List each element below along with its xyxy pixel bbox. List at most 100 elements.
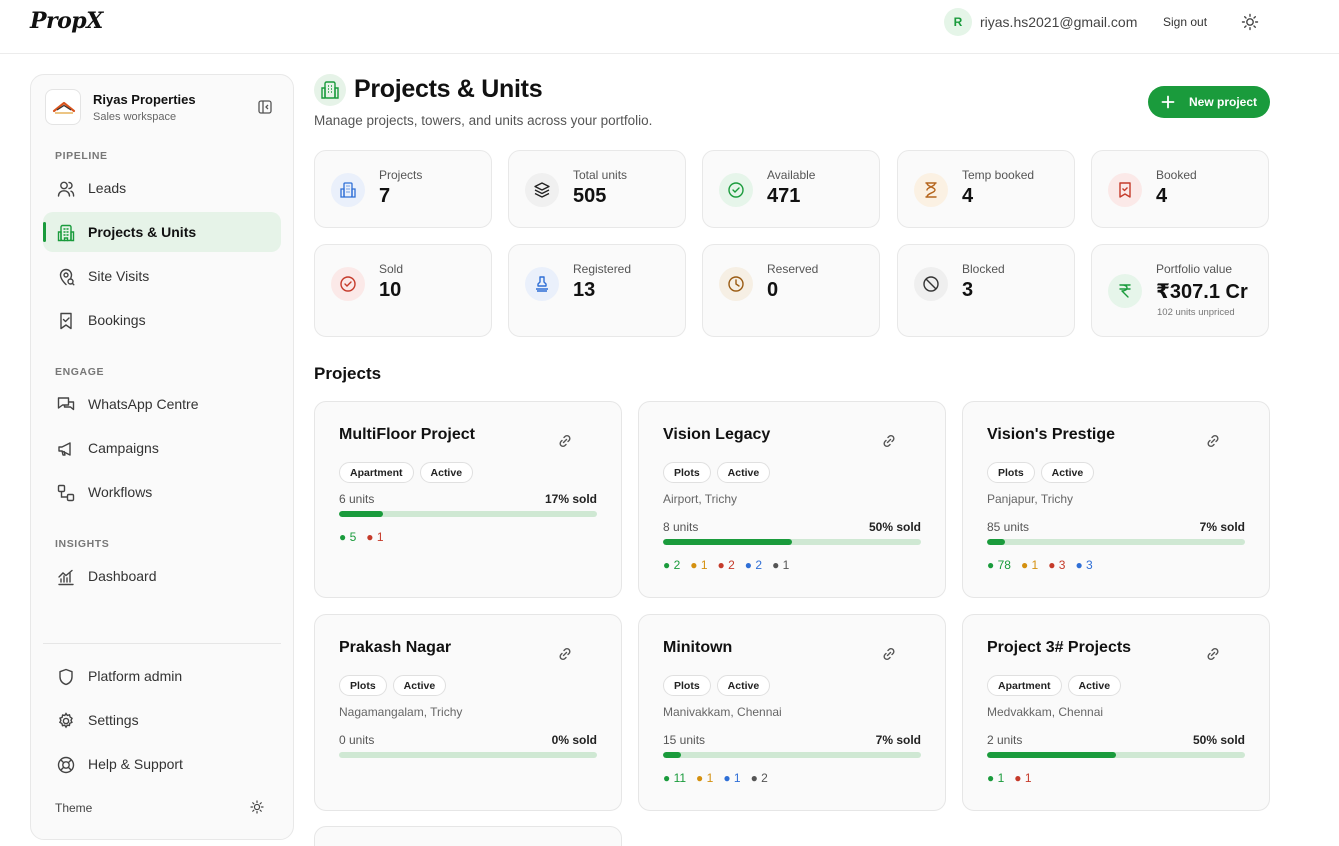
stat-value: ₹307.1 Cr: [1156, 281, 1248, 303]
project-card[interactable]: Vision Legacy Plots Active Airport, Trich…: [638, 401, 946, 598]
map-pin-icon: [59, 268, 75, 286]
check-circle-icon: [340, 276, 356, 292]
ban-icon: [923, 276, 939, 292]
section-pipeline: PIPELINE: [55, 150, 108, 162]
progress-bar: [339, 752, 597, 758]
stat-label: Reserved: [767, 262, 819, 276]
stamp-icon: [536, 276, 548, 292]
project-status-tag: Active: [716, 462, 771, 483]
stat-label: Projects: [379, 168, 423, 182]
project-units: 85 units: [987, 520, 1030, 534]
sidebar-item-label: WhatsApp Centre: [88, 396, 199, 412]
unit-status-legend: ● 11 ● 1 ● 1 ● 2: [663, 771, 778, 785]
stat-value: 471: [767, 185, 801, 207]
project-location: Panjapur, Trichy: [987, 492, 1074, 506]
check-circle-icon: [728, 182, 744, 198]
stat-value: 7: [379, 185, 391, 207]
link-icon[interactable]: [1205, 433, 1221, 449]
legend-count: ● 3: [1075, 558, 1093, 572]
unit-status-legend: ● 2 ● 1 ● 2 ● 2 ● 1: [663, 558, 799, 572]
project-card[interactable]: [314, 826, 622, 846]
sidebar-item-platform-admin[interactable]: Platform admin: [43, 656, 281, 696]
stat-icon-bg: [525, 267, 559, 301]
stat-card-total-units: Total units 505: [508, 150, 686, 228]
plus-icon: [1161, 95, 1175, 109]
user-email: riyas.hs2021@gmail.com: [980, 14, 1138, 30]
stat-label: Portfolio value: [1156, 262, 1233, 276]
user-avatar[interactable]: R: [944, 8, 972, 36]
megaphone-icon: [58, 442, 71, 456]
sidebar-item-whatsapp[interactable]: WhatsApp Centre: [43, 384, 281, 424]
workspace-name: Riyas Properties: [93, 92, 196, 107]
workspace-switcher[interactable]: Riyas Properties Sales workspace: [45, 89, 281, 127]
project-sold: 17% sold: [544, 492, 597, 506]
legend-count: ● 78: [987, 558, 1011, 572]
stat-value: 4: [1156, 185, 1168, 207]
sidebar-item-workflows[interactable]: Workflows: [43, 472, 281, 512]
project-type-tag: Apartment: [339, 462, 414, 483]
sidebar-item-label: Workflows: [88, 484, 153, 500]
project-type-tag: Plots: [663, 675, 711, 696]
legend-count: ● 1: [723, 771, 741, 785]
project-sold: 7% sold: [1199, 520, 1245, 534]
layers-icon: [534, 182, 550, 198]
stat-card-projects: Projects 7: [314, 150, 492, 228]
top-bar: PropX R riyas.hs2021@gmail.com Sign out: [0, 0, 1339, 54]
sidebar-item-campaigns[interactable]: Campaigns: [43, 428, 281, 468]
rupee-icon: [1119, 284, 1131, 298]
new-project-label: New project: [1189, 95, 1258, 109]
stat-label: Booked: [1156, 168, 1197, 182]
unit-status-legend: ● 5 ● 1: [339, 530, 394, 544]
section-insights: INSIGHTS: [55, 538, 110, 550]
sidebar-item-label: Bookings: [88, 312, 146, 328]
progress-bar: [339, 511, 597, 517]
stat-card-reserved: Reserved 0: [702, 244, 880, 337]
progress-fill: [987, 752, 1116, 758]
stat-label: Blocked: [962, 262, 1005, 276]
link-icon[interactable]: [881, 646, 897, 662]
stat-card-registered: Registered 13: [508, 244, 686, 337]
stat-icon-bg: [719, 267, 753, 301]
sidebar-item-label: Help & Support: [88, 756, 183, 772]
link-icon[interactable]: [1205, 646, 1221, 662]
shield-icon: [59, 668, 73, 686]
sun-icon[interactable]: [249, 799, 265, 815]
project-location: Airport, Trichy: [663, 492, 738, 506]
link-icon[interactable]: [557, 433, 573, 449]
stat-icon-bg: [914, 267, 948, 301]
sign-out-button[interactable]: Sign out: [1163, 15, 1208, 29]
project-units: 2 units: [987, 733, 1023, 747]
sidebar-item-settings[interactable]: Settings: [43, 700, 281, 740]
sidebar-item-help[interactable]: Help & Support: [43, 744, 281, 784]
link-icon[interactable]: [881, 433, 897, 449]
stat-card-booked: Booked 4: [1091, 150, 1269, 228]
project-card[interactable]: Prakash Nagar Plots Active Nagamangalam, …: [314, 614, 622, 811]
project-type-tag: Plots: [987, 462, 1035, 483]
sidebar-item-site-visits[interactable]: Site Visits: [43, 256, 281, 296]
sidebar-item-projects[interactable]: Projects & Units: [43, 212, 281, 252]
project-card[interactable]: Vision's Prestige Plots Active Panjapur, …: [962, 401, 1270, 598]
house-logo-icon: [52, 101, 76, 114]
sun-icon[interactable]: [1240, 12, 1260, 32]
stat-card-temp-booked: Temp booked 4: [897, 150, 1075, 228]
project-card[interactable]: Minitown Plots Active Manivakkam, Chennai…: [638, 614, 946, 811]
stat-icon-bg: [719, 173, 753, 207]
sidebar-item-dashboard[interactable]: Dashboard: [43, 556, 281, 596]
sidebar-item-bookings[interactable]: Bookings: [43, 300, 281, 340]
project-card[interactable]: Project 3# Projects Apartment Active Medv…: [962, 614, 1270, 811]
progress-bar: [663, 539, 921, 545]
link-icon[interactable]: [557, 646, 573, 662]
app-logo[interactable]: PropX: [30, 8, 103, 34]
stat-value: 0: [767, 279, 779, 301]
project-type-tag: Plots: [339, 675, 387, 696]
legend-count: ● 1: [1020, 558, 1039, 572]
sidebar-item-leads[interactable]: Leads: [43, 168, 281, 208]
new-project-button[interactable]: New project: [1148, 86, 1270, 118]
sidebar-item-label: Platform admin: [88, 668, 183, 684]
progress-fill: [987, 539, 1006, 545]
progress-bar: [987, 539, 1245, 545]
collapse-sidebar-icon[interactable]: [257, 99, 273, 115]
bookmark-check-icon: [1119, 182, 1131, 198]
legend-count: ● 2: [663, 558, 681, 572]
project-card[interactable]: MultiFloor Project Apartment Active 6 uni…: [314, 401, 622, 598]
